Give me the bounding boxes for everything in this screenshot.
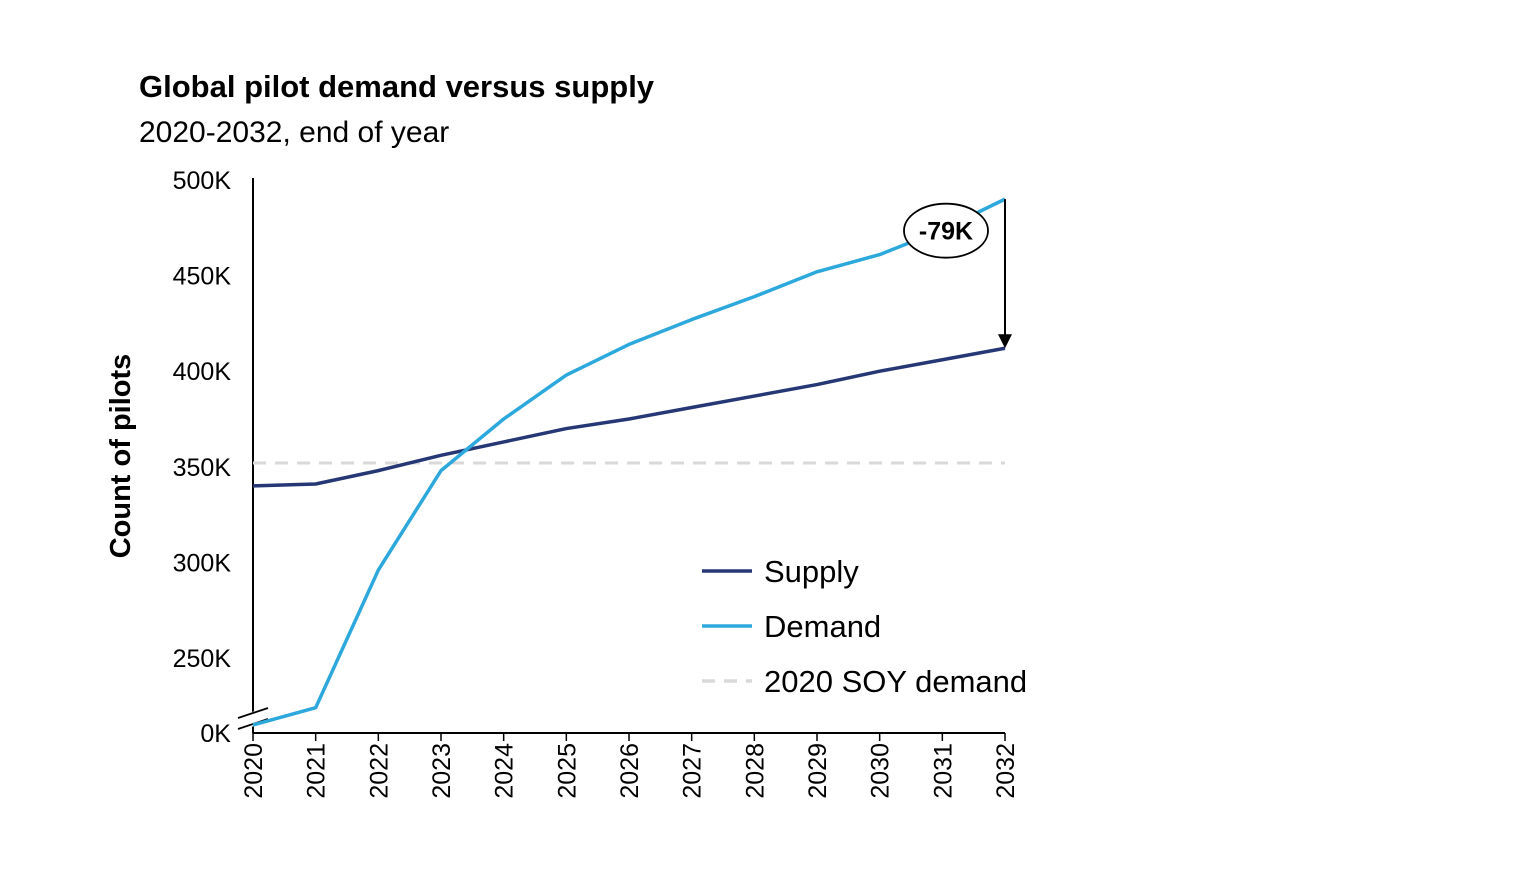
x-tick-label: 2027 (679, 743, 707, 799)
x-tick-label: 2030 (867, 743, 895, 799)
y-tick-label: 400K (173, 358, 232, 386)
y-tick-label: 500K (173, 167, 232, 195)
x-axis-ticks: 2020 2021 2022 2023 2024 2025 2026 2027 2028 2029… (240, 733, 1020, 799)
gap-arrow-head (998, 334, 1012, 349)
series-layer (252, 197, 1006, 727)
x-tick-label: 2028 (741, 743, 769, 799)
legend-label: 2020 SOY demand (764, 664, 1027, 699)
y-axis-ticks: 0K 250K 300K 350K 400K 450K 500K (173, 167, 232, 748)
y-tick-label: 250K (173, 645, 232, 673)
y-tick-label: 0K (200, 720, 231, 748)
gap-label-oval (903, 202, 989, 259)
x-tick-label: 2023 (428, 743, 456, 799)
gap-annotation: -79K (903, 199, 1012, 349)
y-axis-label: Count of pilots (105, 354, 137, 559)
x-tick-label: 2024 (491, 743, 519, 799)
legend: Supply Demand 2020 SOY demand (702, 554, 1027, 699)
chart-subtitle: 2020-2032, end of year (139, 116, 450, 149)
x-tick-label: 2029 (804, 743, 832, 799)
y-tick-label: 300K (173, 549, 232, 577)
x-tick-label: 2020 (240, 743, 268, 799)
y-tick-label: 350K (173, 454, 232, 482)
x-tick-label: 2022 (365, 743, 393, 799)
legend-label: Demand (764, 609, 881, 644)
x-tick-label: 2031 (929, 743, 957, 799)
x-tick-label: 2021 (303, 743, 331, 799)
x-tick-label: 2026 (616, 743, 644, 799)
x-tick-label: 2025 (553, 743, 581, 799)
legend-label: Supply (764, 554, 859, 589)
chart-title: Global pilot demand versus supply (139, 69, 655, 104)
gap-label: -79K (919, 218, 973, 246)
y-tick-label: 450K (173, 263, 232, 291)
series-line-demand (252, 197, 1006, 727)
series-line-supply (252, 346, 1006, 488)
x-tick-label: 2032 (992, 743, 1020, 799)
